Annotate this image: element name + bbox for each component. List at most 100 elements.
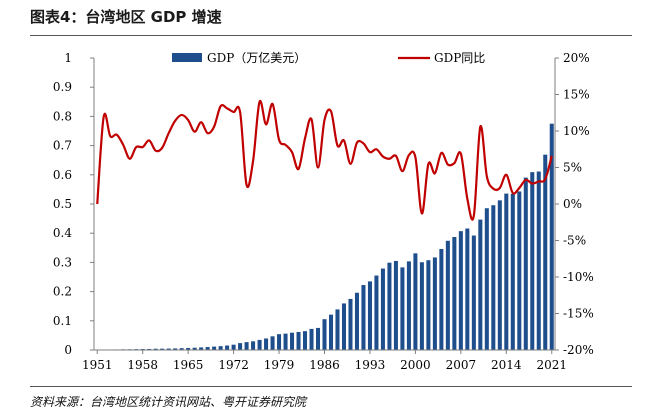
gdp-growth-line <box>96 99 553 221</box>
gdp-bar <box>341 303 346 350</box>
gdp-bar <box>179 348 184 350</box>
right-tick-label: -10% <box>563 270 594 284</box>
gdp-bar <box>465 228 470 350</box>
gdp-bar <box>205 347 210 350</box>
right-tick-label: -15% <box>563 307 594 321</box>
gdp-bar <box>192 347 197 350</box>
right-tick-label: -20% <box>563 343 594 357</box>
figure-source: 资料来源：台湾地区统计资讯网站、粤开证券研究院 <box>30 395 307 409</box>
left-tick-label: 0.1 <box>53 314 72 328</box>
gdp-bar <box>264 338 269 350</box>
gdp-bar <box>244 342 249 350</box>
gdp-bar <box>147 348 152 350</box>
source-rule <box>30 386 632 387</box>
x-tick-label: 1951 <box>82 358 113 372</box>
gdp-bar <box>510 193 515 350</box>
gdp-bar <box>251 341 256 350</box>
left-tick-label: 0.5 <box>53 197 72 211</box>
gdp-bar <box>445 240 450 350</box>
gdp-bar <box>393 260 398 350</box>
left-tick-label: 0.7 <box>53 139 72 153</box>
right-tick-label: 15% <box>563 88 590 102</box>
gdp-bar <box>517 191 522 350</box>
gdp-bar <box>354 292 359 350</box>
x-tick-label: 1979 <box>264 358 295 372</box>
gdp-bar <box>309 328 314 350</box>
gdp-bar <box>543 154 548 350</box>
left-tick-label: 0.3 <box>53 255 72 269</box>
x-tick-label: 2014 <box>491 358 522 372</box>
right-tick-label: 20% <box>563 51 590 65</box>
gdp-bar <box>348 298 353 350</box>
gdp-bar <box>212 346 217 350</box>
x-tick-label: 1958 <box>127 358 158 372</box>
legend-line-label: GDP同比 <box>434 51 485 65</box>
gdp-bar <box>471 235 476 350</box>
gdp-bar <box>173 348 178 350</box>
gdp-bar <box>426 260 431 350</box>
gdp-bar <box>277 334 282 350</box>
gdp-chart: 0 0.1 0.2 0.3 0.4 0.5 0.6 0.7 0.8 0.9 1 -20% -15% -10… <box>53 50 594 372</box>
gdp-bar <box>497 200 502 350</box>
gdp-bar <box>458 231 463 350</box>
gdp-bar <box>406 261 411 350</box>
legend-bar-swatch <box>172 53 202 62</box>
x-tick-label: 1965 <box>173 358 204 372</box>
gdp-bar <box>374 275 379 350</box>
gdp-bar <box>478 219 483 350</box>
gdp-bar <box>322 319 327 350</box>
title-rule <box>30 35 632 36</box>
gdp-bar <box>303 331 308 350</box>
gdp-bar <box>186 347 191 350</box>
left-tick-label: 1 <box>64 51 72 65</box>
gdp-bar <box>432 257 437 350</box>
gdp-bar <box>361 285 366 350</box>
gdp-bar <box>530 172 535 350</box>
gdp-bar <box>315 327 321 350</box>
gdp-bar <box>400 267 405 350</box>
gdp-bar <box>166 348 171 350</box>
gdp-bar <box>413 253 418 350</box>
gdp-bar <box>283 333 288 350</box>
gdp-bar <box>549 123 554 350</box>
gdp-bar <box>218 346 223 350</box>
x-tick-label: 1986 <box>309 358 340 372</box>
right-tick-label: 0% <box>563 197 582 211</box>
gdp-bar <box>523 177 528 350</box>
gdp-bar <box>296 331 301 350</box>
left-tick-label: 0.2 <box>53 285 72 299</box>
left-tick-label: 0.8 <box>53 109 72 123</box>
x-tick-label: 1972 <box>218 358 249 372</box>
gdp-bar <box>153 348 158 350</box>
gdp-bar <box>231 344 236 350</box>
left-tick-label: 0.4 <box>53 226 72 240</box>
figure-title: 图表4：台湾地区 GDP 增速 <box>30 8 222 26</box>
gdp-bar <box>439 248 444 350</box>
gdp-bar <box>270 336 275 350</box>
legend-bar-label: GDP（万亿美元） <box>207 50 306 65</box>
x-tick-label: 1993 <box>355 358 386 372</box>
gdp-bar <box>257 339 262 350</box>
right-tick-label: 10% <box>563 124 590 138</box>
gdp-bar <box>367 281 372 350</box>
x-tick-label: 2000 <box>400 358 431 372</box>
right-tick-label: 5% <box>563 161 582 175</box>
x-tick-label: 2021 <box>536 358 567 372</box>
gdp-bar <box>238 343 243 350</box>
gdp-bar <box>536 171 541 350</box>
gdp-bar <box>290 332 295 350</box>
gdp-bar <box>419 262 424 350</box>
gdp-bar <box>484 208 489 350</box>
right-tick-label: -5% <box>563 234 586 248</box>
left-tick-label: 0.9 <box>53 80 72 94</box>
gdp-bar <box>452 237 457 350</box>
gdp-bar <box>387 262 392 350</box>
left-tick-label: 0.6 <box>53 168 72 182</box>
gdp-bar <box>504 193 509 350</box>
x-tick-label: 2007 <box>446 358 477 372</box>
gdp-bar <box>199 347 204 350</box>
gdp-bar <box>491 205 496 350</box>
gdp-bar <box>160 348 165 350</box>
gdp-bar <box>335 309 340 350</box>
